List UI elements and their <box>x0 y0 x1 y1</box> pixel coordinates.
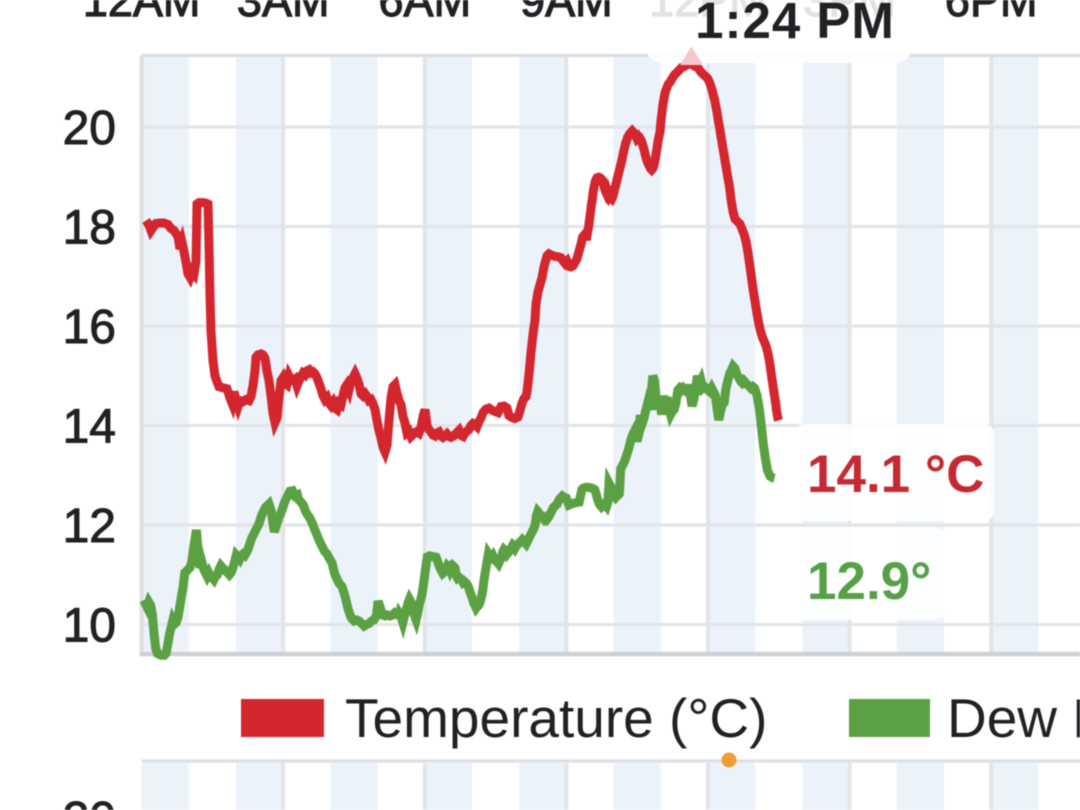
svg-text:20: 20 <box>63 102 116 155</box>
svg-text:Temperature (°C): Temperature (°C) <box>345 687 767 749</box>
svg-text:6PM: 6PM <box>945 0 1038 26</box>
svg-text:9AM: 9AM <box>520 0 613 26</box>
svg-text:14: 14 <box>63 401 116 454</box>
svg-text:1:24 PM: 1:24 PM <box>695 0 895 49</box>
svg-text:10: 10 <box>63 600 116 653</box>
svg-text:Dew Po: Dew Po <box>947 687 1080 749</box>
svg-text:20: 20 <box>63 793 116 810</box>
svg-text:3AM: 3AM <box>237 0 330 26</box>
svg-text:16: 16 <box>63 301 116 354</box>
svg-text:12: 12 <box>63 500 116 553</box>
svg-text:18: 18 <box>63 202 116 255</box>
svg-text:6AM: 6AM <box>379 0 472 26</box>
svg-text:12AM: 12AM <box>83 0 201 26</box>
svg-text:12.9°: 12.9° <box>807 552 931 611</box>
svg-text:14.1 °C: 14.1 °C <box>807 445 984 504</box>
